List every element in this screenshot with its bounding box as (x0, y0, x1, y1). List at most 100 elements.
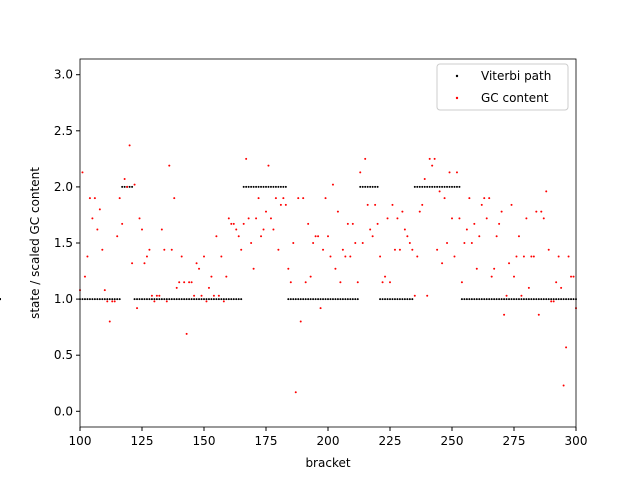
point (267, 164, 270, 167)
point (93, 298, 96, 301)
point (525, 217, 528, 220)
point (493, 267, 496, 270)
point (339, 281, 342, 284)
point (545, 298, 548, 301)
legend-marker (455, 74, 459, 78)
point (131, 185, 134, 188)
point (550, 298, 553, 301)
point (453, 185, 456, 188)
point (485, 217, 488, 220)
point (277, 248, 280, 251)
point (413, 294, 416, 297)
point (371, 185, 374, 188)
point (128, 144, 131, 147)
point (88, 298, 91, 301)
point (418, 210, 421, 213)
point (572, 298, 575, 301)
point (277, 185, 280, 188)
point (334, 267, 337, 270)
point (475, 267, 478, 270)
point (133, 298, 136, 301)
legend-frame (436, 63, 569, 111)
point (331, 298, 334, 301)
point (336, 210, 339, 213)
point (428, 157, 431, 160)
point (448, 185, 451, 188)
point (451, 217, 453, 220)
point (557, 255, 560, 258)
point (339, 298, 342, 301)
point (113, 300, 116, 303)
point (324, 298, 327, 301)
point (163, 248, 166, 251)
point (344, 255, 347, 258)
point (200, 298, 203, 301)
point (282, 185, 285, 188)
point (260, 235, 263, 238)
point (205, 300, 208, 303)
y-tick-label: 0.5 (54, 348, 73, 362)
point (247, 217, 250, 220)
point (535, 298, 538, 301)
point (550, 300, 553, 303)
point (411, 248, 414, 251)
point (532, 298, 535, 301)
point (240, 298, 243, 301)
point (207, 286, 210, 289)
point (230, 298, 233, 301)
point (312, 298, 315, 301)
point (235, 228, 238, 231)
point (123, 185, 126, 188)
point (396, 217, 399, 220)
point (287, 267, 290, 270)
point (346, 298, 349, 301)
point (183, 298, 186, 301)
point (250, 242, 253, 244)
point (173, 197, 176, 200)
point (220, 298, 223, 301)
point (366, 203, 369, 206)
point (398, 248, 401, 251)
x-tick-label: 300 (565, 434, 588, 448)
point (359, 185, 362, 188)
point (463, 298, 466, 301)
point (0, 298, 1, 301)
point (570, 275, 573, 278)
point (190, 298, 193, 301)
point (116, 298, 119, 301)
point (520, 294, 523, 297)
point (555, 281, 558, 284)
point (262, 185, 265, 188)
point (111, 300, 114, 303)
point (317, 298, 320, 301)
point (118, 298, 121, 301)
point (252, 185, 255, 188)
point (513, 298, 515, 301)
point (401, 210, 404, 213)
point (433, 185, 436, 188)
point (361, 185, 364, 188)
point (118, 197, 121, 200)
legend-label: Viterbi path (481, 69, 551, 83)
point (292, 298, 295, 301)
point (193, 294, 196, 297)
point (349, 298, 352, 301)
point (570, 298, 573, 301)
point (547, 248, 550, 251)
point (389, 298, 391, 301)
point (460, 298, 463, 301)
point (103, 289, 106, 292)
point (212, 294, 215, 297)
point (220, 255, 223, 258)
y-tick-label: 0.0 (54, 404, 73, 418)
point (480, 298, 483, 301)
point (468, 298, 471, 301)
point (225, 298, 228, 301)
point (319, 307, 322, 310)
point (98, 208, 101, 211)
point (386, 217, 389, 220)
point (396, 298, 399, 301)
point (327, 298, 329, 301)
legend-marker (455, 96, 459, 100)
